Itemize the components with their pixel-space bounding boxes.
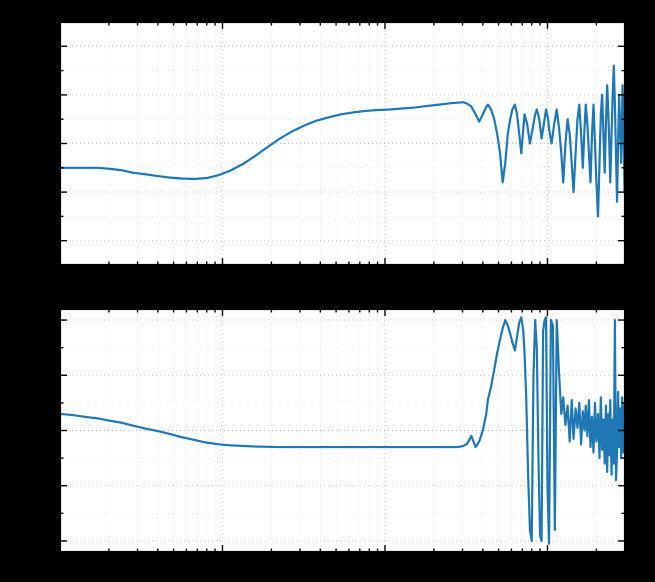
- chart-container: [0, 0, 655, 582]
- chart-svg: [0, 0, 655, 582]
